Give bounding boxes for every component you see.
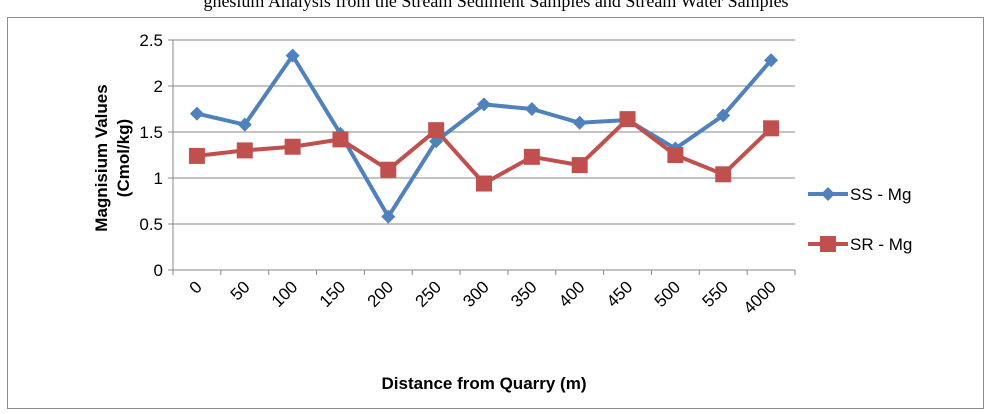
data-point-square [476, 175, 492, 192]
legend-entry: SS - Mg [808, 185, 911, 204]
data-point-diamond [572, 115, 587, 130]
data-point-diamond [381, 209, 396, 224]
axes [168, 39, 796, 275]
data-point-square [332, 131, 349, 148]
legend-label: SR - Mg [850, 235, 912, 254]
y-tick-label: 2 [154, 77, 163, 96]
y-tick-label: 1.5 [139, 123, 163, 142]
data-point-square [380, 161, 397, 178]
legend-label: SS - Mg [850, 185, 911, 204]
x-tick-label: 550 [699, 277, 732, 310]
x-tick-label: 450 [603, 277, 636, 310]
data-point-square [523, 148, 540, 165]
x-tick-label: 200 [364, 277, 397, 310]
x-tick-label: 350 [507, 277, 540, 310]
y-axis-title-line1: Magnisium Values [92, 84, 111, 231]
data-point-square [820, 236, 836, 252]
data-point-diamond [821, 187, 835, 201]
x-axis-title: Distance from Quarry (m) [382, 374, 587, 393]
series-line [196, 53, 773, 219]
x-tick-label: 400 [555, 277, 588, 310]
y-axis-title-line2: (Cmol/kg) [114, 119, 133, 197]
x-tick-label: 50 [227, 277, 254, 304]
data-point-square [236, 142, 253, 159]
series-line [196, 117, 773, 186]
series-ss-mg [189, 48, 779, 224]
x-tick-label: 100 [268, 277, 301, 310]
figure-caption-fragment: gnesium Analysis from the Stream Sedimen… [203, 0, 789, 11]
x-tick-label: 500 [651, 277, 684, 310]
data-point-diamond [477, 97, 491, 112]
data-point-square [619, 111, 636, 128]
x-tick-label: 250 [411, 277, 444, 310]
x-tick-label: 0 [186, 277, 206, 297]
y-tick-label: 0.5 [139, 215, 163, 234]
data-point-diamond [524, 102, 539, 116]
data-point-square [667, 147, 684, 163]
data-point-diamond [237, 117, 252, 132]
y-tick-label: 0 [154, 261, 163, 280]
chart-frame [7, 17, 984, 409]
legend: SS - Mg SR - Mg [808, 185, 912, 254]
legend-entry: SR - Mg [808, 235, 912, 254]
x-tick-label: 300 [459, 277, 492, 310]
data-point-square [428, 122, 445, 139]
x-tick-label: 150 [316, 277, 349, 310]
data-point-square [715, 166, 732, 183]
series-sr-mg [188, 111, 780, 192]
x-tick-label: 4000 [740, 277, 780, 317]
data-point-square [763, 120, 780, 137]
y-tick-label: 1 [154, 169, 163, 188]
data-point-diamond [285, 48, 300, 63]
y-tick-label: 2.5 [139, 31, 163, 50]
data-point-square [571, 157, 588, 174]
data-point-square [284, 138, 301, 155]
data-point-square [188, 147, 205, 164]
data-point-diamond [764, 53, 779, 68]
data-point-diamond [716, 108, 731, 123]
data-point-diamond [189, 106, 204, 121]
series-lines [188, 48, 780, 224]
